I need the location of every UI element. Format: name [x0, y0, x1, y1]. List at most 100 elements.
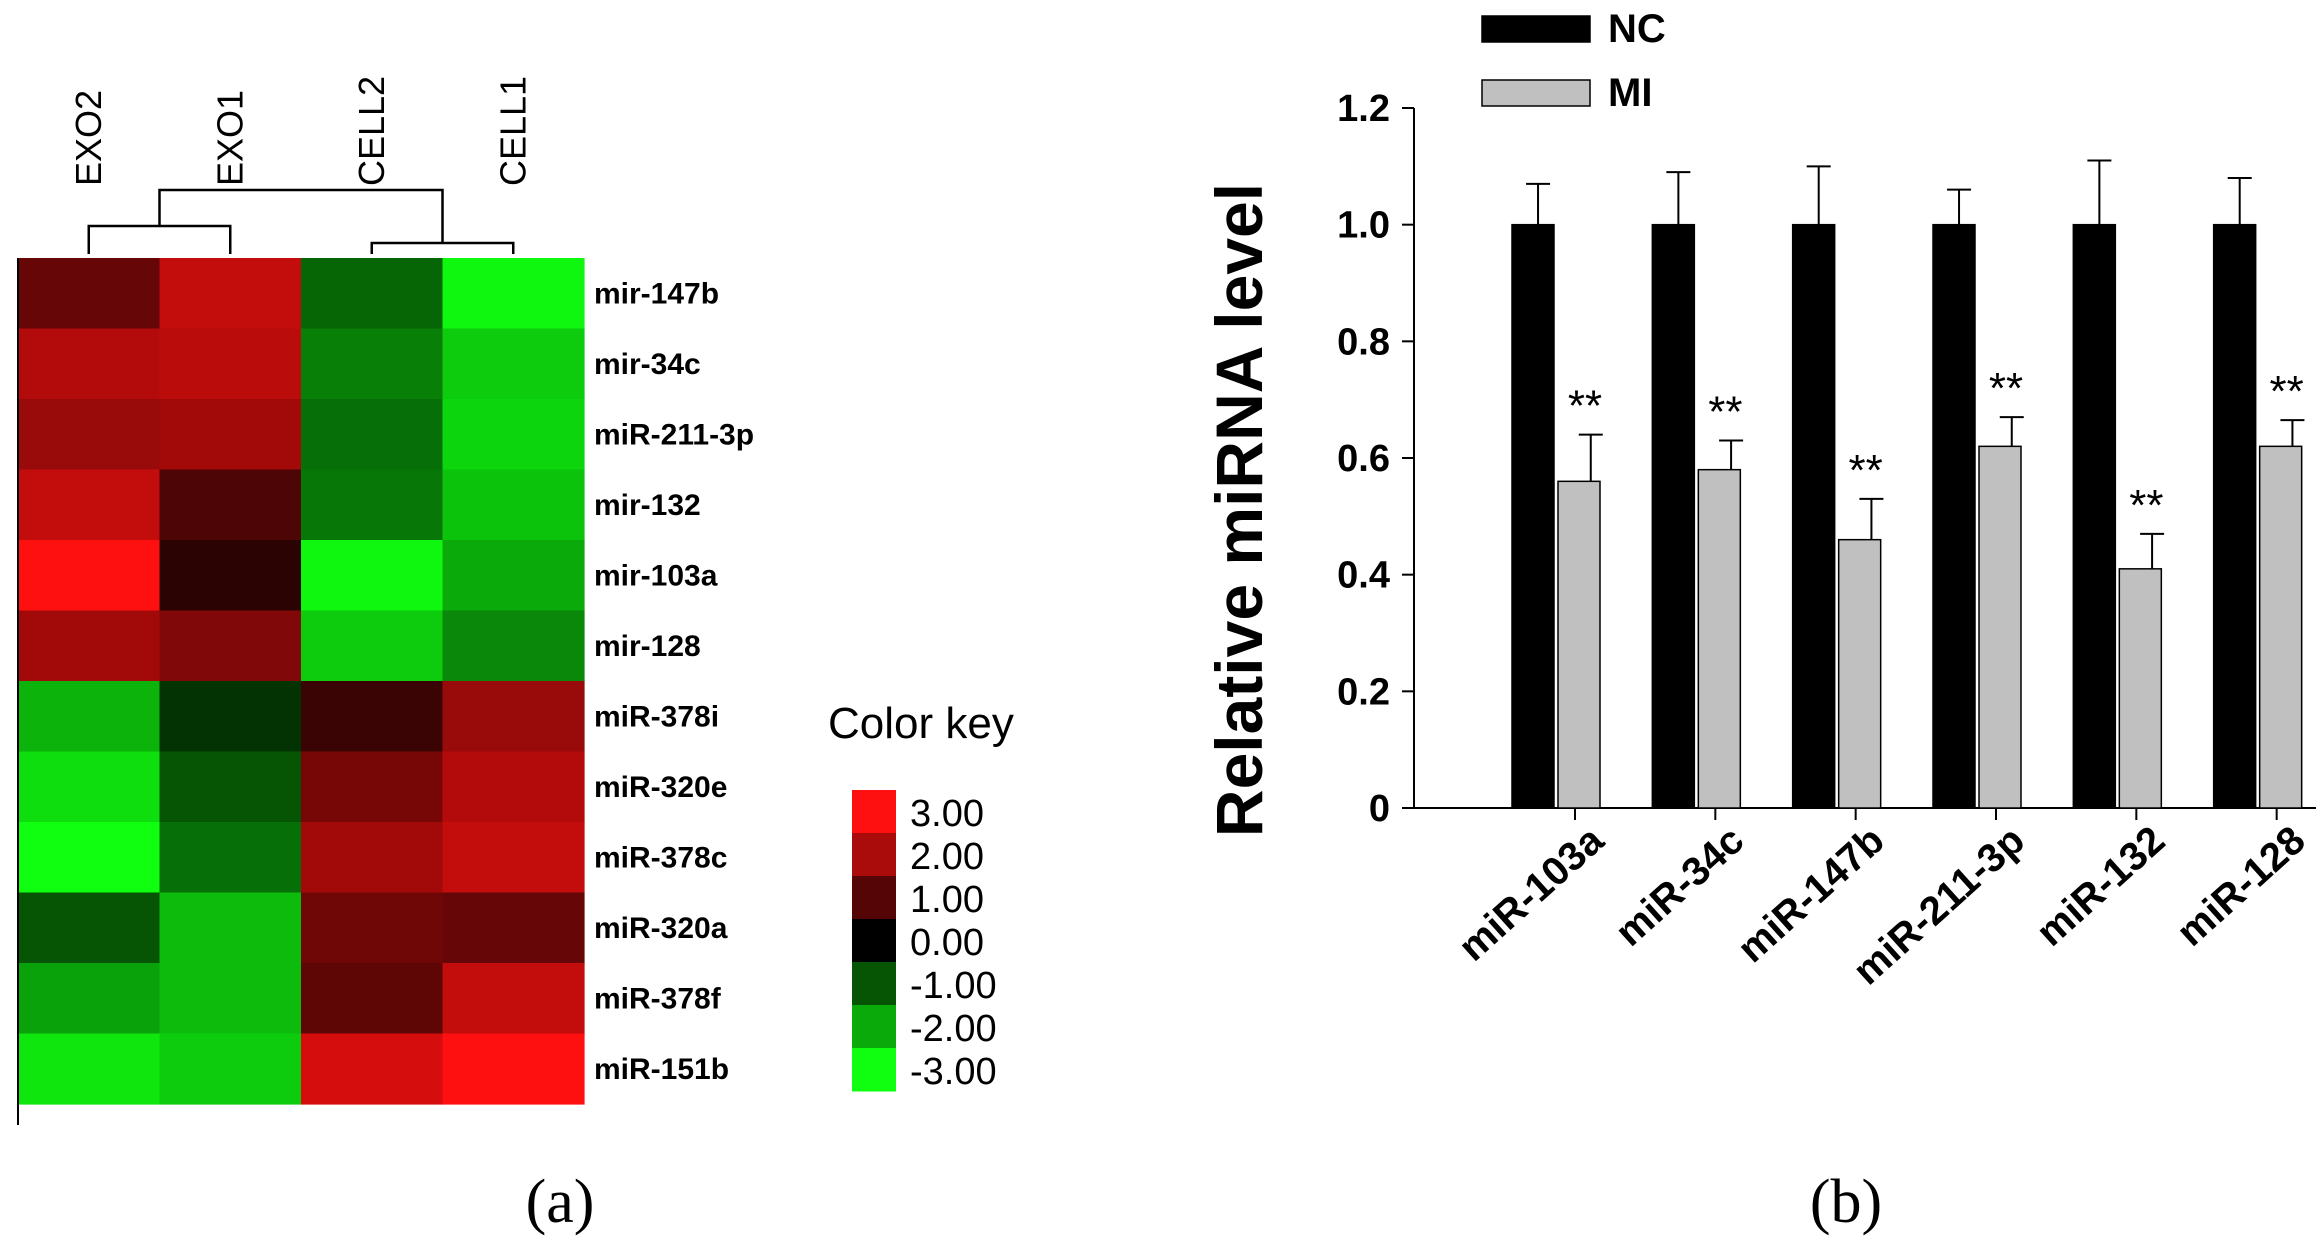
heatmap-cell-6-1 — [159, 681, 302, 753]
color-key-swatch — [852, 1005, 896, 1049]
y-tick-label: 1.2 — [1337, 88, 1390, 130]
heatmap-cell-7-2 — [301, 751, 444, 823]
heatmap-cell-6-3 — [442, 681, 585, 753]
heatmap-row-label: miR-378f — [594, 982, 722, 1015]
heatmap-cell-9-3 — [442, 892, 585, 964]
heatmap-row-label: miR-378c — [594, 841, 727, 874]
heatmap-cell-3-0 — [18, 469, 161, 541]
x-tick-label: miR-128 — [2169, 818, 2314, 955]
y-tick-label: 0.8 — [1337, 321, 1390, 363]
color-key-swatches — [852, 790, 896, 1092]
x-tick-labels: miR-103amiR-34cmiR-147bmiR-211-3pmiR-132… — [1450, 817, 2313, 993]
heatmap-cell-1-3 — [442, 328, 585, 400]
heatmap-cell-11-2 — [301, 1033, 444, 1105]
legend-label-nc: NC — [1608, 7, 1666, 51]
color-key-tick-label: -2.00 — [910, 1008, 997, 1050]
bar-mi-4 — [2118, 568, 2163, 809]
color-key-tick-label: -3.00 — [910, 1051, 997, 1093]
y-axis: 0 0.2 0.4 0.6 0.8 1.0 1.2 — [1337, 88, 1415, 830]
heatmap-cell-4-0 — [18, 540, 161, 612]
heatmap-cell-10-2 — [301, 963, 444, 1035]
bar-nc-1 — [1651, 223, 1696, 809]
heatmap-cell-6-0 — [18, 681, 161, 753]
heatmap-row-label: mir-34c — [594, 348, 701, 381]
heatmap-cell-8-1 — [159, 822, 302, 894]
color-key-swatch — [852, 919, 896, 963]
significance-marker: ** — [1989, 364, 2023, 413]
panel-label-a: (a) — [526, 1168, 595, 1236]
heatmap-cell-2-3 — [442, 399, 585, 471]
heatmap-cell-1-1 — [159, 328, 302, 400]
bar-nc-2 — [1791, 223, 1836, 809]
bar-mi-2 — [1837, 538, 1882, 809]
heatmap-row-label: mir-103a — [594, 559, 718, 592]
bars: ** ** ** ** ** ** — [1511, 159, 2305, 809]
y-tick-label: 0.6 — [1337, 438, 1390, 480]
heatmap-cell-9-1 — [159, 892, 302, 964]
bar-nc-3 — [1932, 223, 1976, 809]
column-dendrogram — [87, 188, 515, 254]
heatmap-cell-6-2 — [301, 681, 444, 753]
color-key: Color key 3.002.001.000.00-1.00-2.00-3.0… — [828, 699, 1014, 1093]
heatmap-cells — [18, 258, 585, 1105]
x-tick-label: miR-34c — [1607, 818, 1752, 955]
heatmap-cell-10-3 — [442, 963, 585, 1035]
chart-legend: NC MI — [1481, 7, 1666, 115]
color-key-ticks: 3.002.001.000.00-1.00-2.00-3.00 — [910, 793, 997, 1093]
x-tick-label: miR-103a — [1450, 817, 1612, 969]
bar-mi-3 — [1978, 445, 2022, 809]
significance-marker: ** — [2270, 367, 2304, 416]
y-tick-label: 0.4 — [1337, 555, 1390, 597]
heatmap-cell-8-2 — [301, 822, 444, 894]
significance-marker: ** — [1849, 446, 1883, 495]
heatmap-cell-9-2 — [301, 892, 444, 964]
bar-mi-0 — [1557, 480, 1601, 809]
bar-nc-5 — [2212, 223, 2257, 809]
legend-swatch-nc — [1481, 15, 1591, 43]
heatmap-column-label: CELL1 — [492, 76, 533, 186]
heatmap-cell-0-0 — [18, 258, 161, 330]
color-key-swatch — [852, 876, 896, 920]
significance-marker: ** — [2129, 481, 2163, 530]
heatmap-row-label: miR-320e — [594, 771, 727, 804]
heatmap-column-label: EXO1 — [209, 90, 250, 186]
heatmap-cell-0-2 — [301, 258, 444, 330]
heatmap-row-label: miR-320a — [594, 912, 728, 945]
heatmap-panel: EXO2 EXO1 CELL2 CELL1 mir-147b mir-34c miR-21… — [17, 76, 1014, 1236]
heatmap-cell-4-1 — [159, 540, 302, 612]
heatmap-row-label: mir-147b — [594, 277, 719, 310]
heatmap-cell-8-3 — [442, 822, 585, 894]
heatmap-cell-11-3 — [442, 1033, 585, 1105]
heatmap-cell-7-3 — [442, 751, 585, 823]
dendrogram-root — [158, 188, 444, 243]
heatmap-row-labels: mir-147b mir-34c miR-211-3p mir-132 mir-103a… — [594, 277, 754, 1086]
heatmap-cell-3-3 — [442, 469, 585, 541]
heatmap-cell-3-2 — [301, 469, 444, 541]
heatmap-cell-5-3 — [442, 610, 585, 682]
heatmap-cell-0-1 — [159, 258, 302, 330]
bar-nc-0 — [1511, 223, 1555, 809]
heatmap-cell-2-0 — [18, 399, 161, 471]
heatmap-cell-3-1 — [159, 469, 302, 541]
x-axis — [1414, 807, 2316, 820]
heatmap-cell-4-3 — [442, 540, 585, 612]
color-key-tick-label: 2.00 — [910, 836, 984, 878]
heatmap-cell-1-0 — [18, 328, 161, 400]
heatmap-cell-11-1 — [159, 1033, 302, 1105]
heatmap-row-label: mir-132 — [594, 489, 701, 522]
bar-nc-4 — [2072, 223, 2117, 809]
x-tick-label: miR-132 — [2028, 818, 2173, 955]
heatmap-cell-2-2 — [301, 399, 444, 471]
heatmap-cell-10-0 — [18, 963, 161, 1035]
y-tick-label: 0 — [1369, 788, 1390, 830]
bar-chart-panel: NC MI Relative miRNA level 0 0.2 0.4 0.6 0.8 1… — [1202, 7, 2316, 1236]
significance-marker: ** — [1568, 382, 1602, 431]
y-axis-title: Relative miRNA level — [1202, 183, 1276, 837]
color-key-tick-label: 3.00 — [910, 793, 984, 835]
color-key-tick-label: -1.00 — [910, 965, 997, 1007]
y-tick-label: 0.2 — [1337, 671, 1390, 713]
bar-mi-5 — [2258, 445, 2303, 809]
legend-swatch-mi — [1481, 79, 1591, 107]
heatmap-column-labels: EXO2 EXO1 CELL2 CELL1 — [68, 76, 534, 186]
heatmap-cell-7-0 — [18, 751, 161, 823]
